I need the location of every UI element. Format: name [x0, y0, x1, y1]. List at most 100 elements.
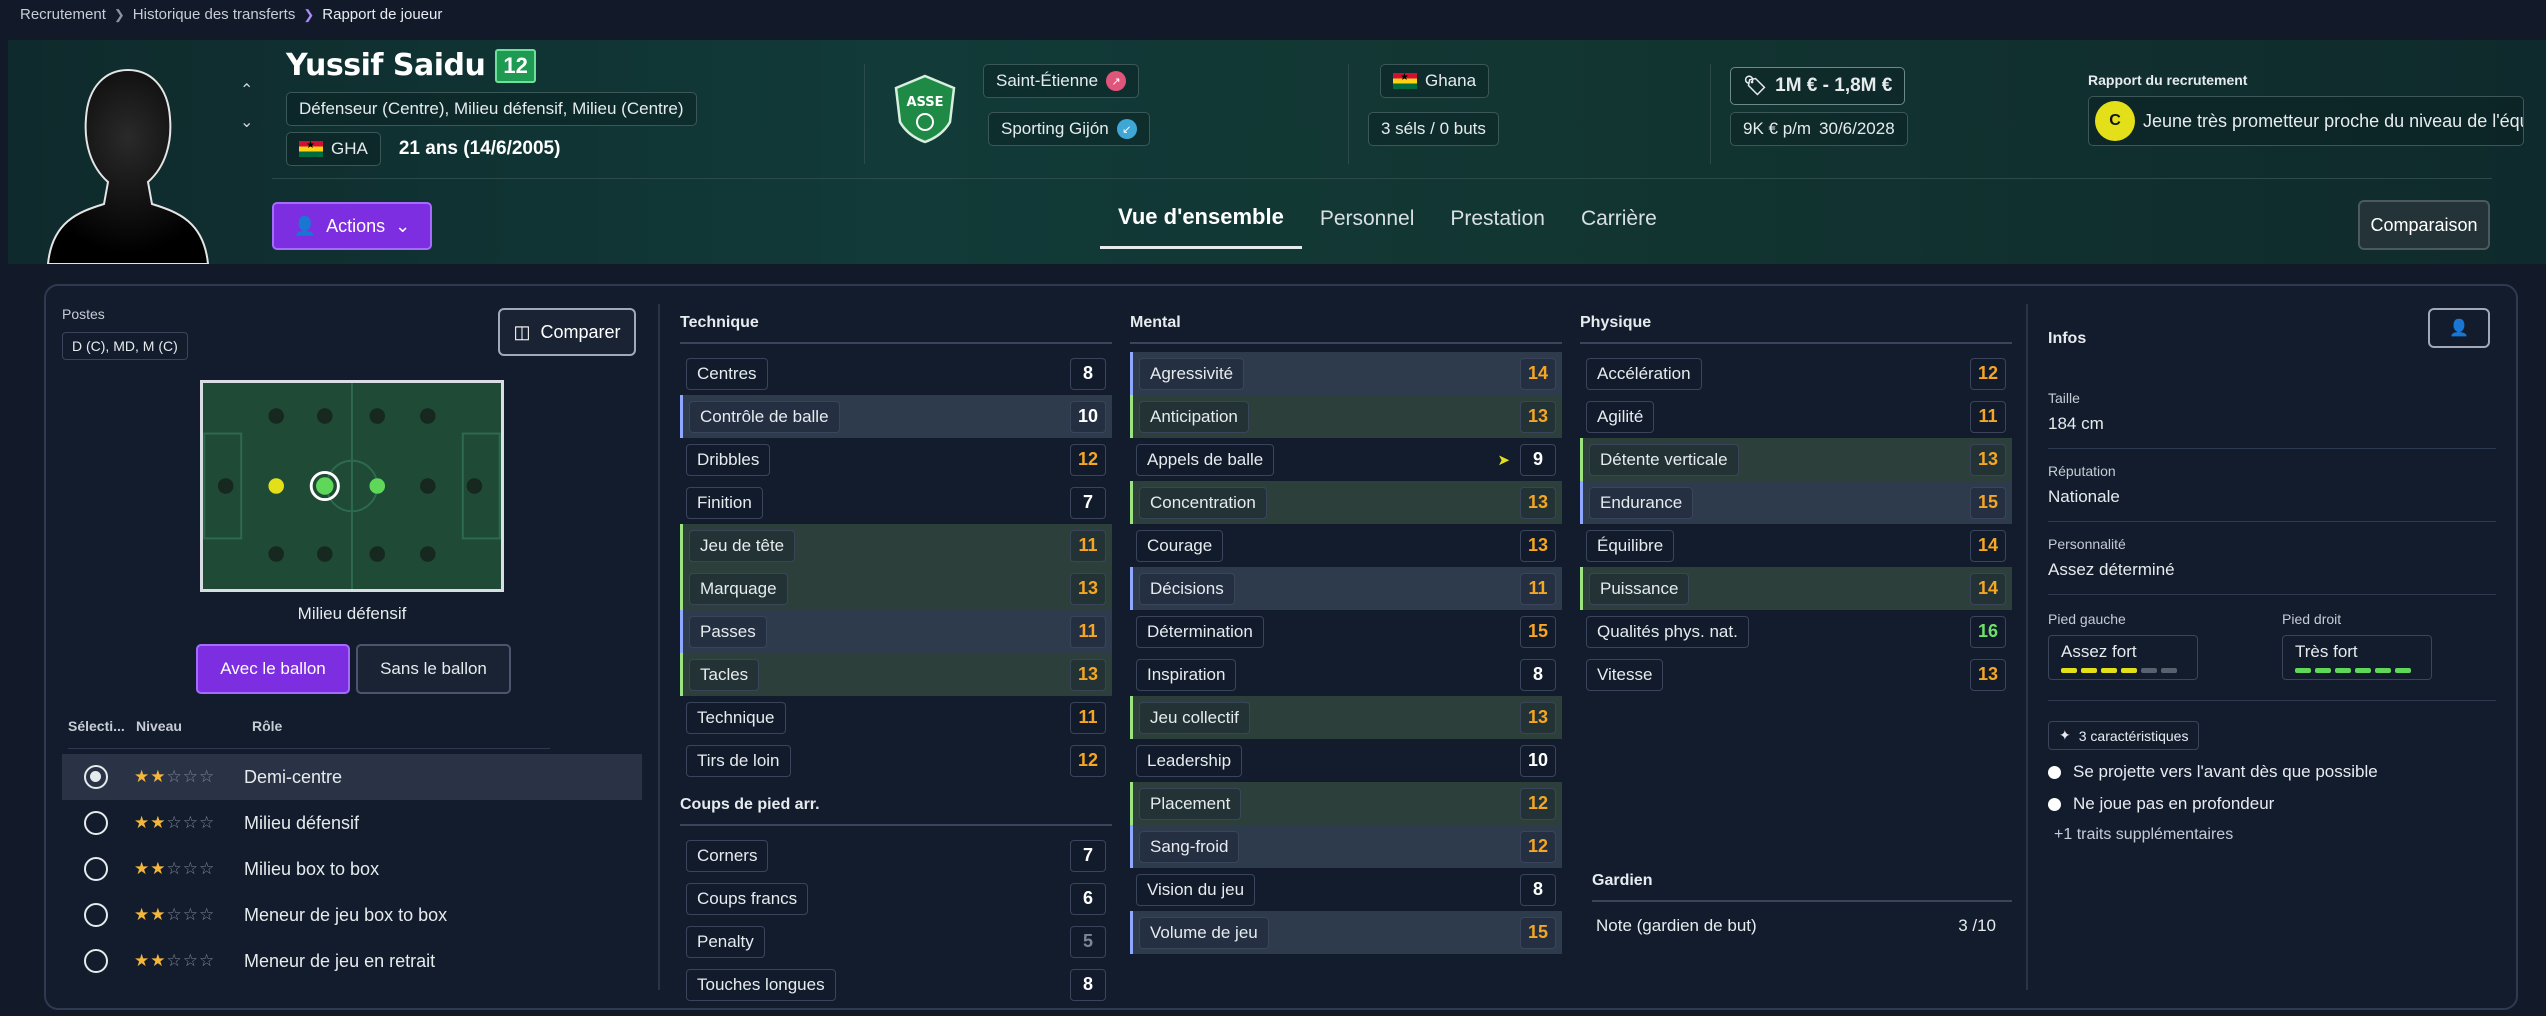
report-summary[interactable]: C Jeune très prometteur proche du niveau…	[2088, 96, 2524, 146]
attribute-value: 13	[1070, 572, 1106, 605]
attribute-value-wrap: 11	[1070, 701, 1106, 734]
left-foot-value: Assez fort	[2061, 642, 2137, 661]
attribute-value-wrap: 15	[1520, 615, 1556, 648]
contract-pill: 9K € p/m 30/6/2028	[1730, 112, 1908, 146]
nationality-row: GHA 21 ans (14/6/2005)	[286, 132, 560, 166]
attribute-value-wrap: 12	[1070, 744, 1106, 777]
star-icon: ★	[150, 951, 167, 970]
chevron-up-icon[interactable]: ⌃	[240, 82, 254, 99]
role-radio[interactable]	[84, 949, 108, 973]
attribute-name: Détente verticale	[1589, 443, 1739, 476]
attribute-name: Volume de jeu	[1139, 916, 1269, 949]
attribute-value-wrap: 13	[1070, 572, 1106, 605]
attribute-name: Équilibre	[1586, 529, 1675, 562]
more-traits-link[interactable]: +1 traits supplémentaires	[2054, 826, 2234, 843]
left-foot-box: Assez fort	[2048, 635, 2198, 680]
tab-overview[interactable]: Vue d'ensemble	[1100, 198, 1302, 249]
role-radio[interactable]	[84, 765, 108, 789]
breadcrumb-recrutement[interactable]: Recrutement	[20, 6, 106, 23]
goalkeeper-rating: Note (gardien de but) 3 /10	[1596, 916, 1996, 936]
bullet-icon	[2048, 765, 2061, 779]
attribute-value-wrap: 14	[1520, 357, 1556, 390]
infos-panel: Infos Taille 184 cm Réputation Nationale…	[2048, 330, 2496, 844]
country-pill[interactable]: Ghana	[1380, 64, 1490, 98]
attribute-value-wrap: 8	[1520, 873, 1556, 906]
loan-club-pill[interactable]: Sporting Gijón ↙	[988, 112, 1150, 146]
role-name: Demi-centre	[244, 766, 343, 787]
attribute-row: Anticipation 13	[1130, 395, 1562, 438]
attribute-value: 9	[1520, 443, 1556, 476]
attribute-value: 15	[1520, 615, 1556, 648]
right-foot-value: Très fort	[2295, 642, 2358, 661]
attribute-name: Puissance	[1589, 572, 1690, 605]
position-pitch[interactable]	[200, 380, 504, 592]
left-foot-label: Pied gauche	[2048, 611, 2126, 627]
role-row[interactable]: ★★☆☆☆ Meneur de jeu en retrait	[62, 938, 642, 984]
column-divider	[658, 304, 660, 990]
role-row[interactable]: ★★☆☆☆ Milieu défensif	[62, 800, 642, 846]
compare-button[interactable]: ◫ Comparer	[498, 308, 636, 356]
breadcrumb-rapport: Rapport de joueur	[322, 6, 443, 23]
role-radio[interactable]	[84, 903, 108, 927]
tab-personal[interactable]: Personnel	[1319, 206, 1415, 230]
star-icon: ☆	[199, 767, 216, 786]
attribute-value: 12	[1970, 357, 2006, 390]
height-label: Taille	[2048, 390, 2080, 406]
attribute-row: Penalty 5	[680, 920, 1112, 963]
chevron-down-icon[interactable]: ⌄	[240, 114, 254, 131]
attribute-value-wrap: 13	[1520, 529, 1556, 562]
chevron-right-icon: ❯	[113, 6, 125, 22]
current-club: Saint-Étienne	[996, 71, 1099, 90]
star-icon: ☆	[166, 951, 183, 970]
attribute-value: 11	[1970, 400, 2006, 433]
attribute-row: Sang-froid 12	[1130, 825, 1562, 868]
actions-button[interactable]: 👤 Actions ⌄	[272, 202, 432, 250]
foot-segment	[2061, 668, 2077, 673]
caps-pill: 3 séls / 0 buts	[1368, 112, 1499, 146]
breadcrumb: Recrutement ❯ Historique des transferts …	[20, 6, 442, 23]
report-text: Jeune très prometteur proche du niveau d…	[2143, 110, 2524, 131]
role-radio[interactable]	[84, 857, 108, 881]
goalkeeper-value: 3 /10	[1958, 916, 1996, 935]
traits-pill[interactable]: ✦ 3 caractéristiques	[2048, 721, 2200, 750]
tag-icon: 🏷	[1743, 76, 1768, 97]
star-icon: ☆	[199, 813, 216, 832]
attribute-row: Dribbles 12	[680, 438, 1112, 481]
right-foot: Pied droit Très fort	[2282, 611, 2432, 680]
star-icon: ☆	[199, 951, 216, 970]
postes-label: Postes	[62, 306, 105, 322]
foot-segment	[2295, 668, 2311, 673]
attribute-value: 6	[1070, 882, 1106, 915]
club-crest-icon[interactable]: ASSE	[894, 74, 956, 144]
personality-label: Personnalité	[2048, 536, 2126, 552]
attribute-row: Contrôle de balle 10	[680, 395, 1112, 438]
tab-performance[interactable]: Prestation	[1450, 206, 1545, 230]
attribute-value: 11	[1070, 615, 1106, 648]
personality-value: Assez déterminé	[2048, 560, 2175, 579]
person-icon: 👤	[293, 215, 317, 236]
attribute-value: 7	[1070, 839, 1106, 872]
with-ball-button[interactable]: Avec le ballon	[196, 644, 350, 694]
col-role: Rôle	[252, 718, 283, 734]
attribute-value-wrap: 11	[1970, 400, 2006, 433]
attribute-value: 12	[1070, 744, 1106, 777]
current-club-pill[interactable]: Saint-Étienne ↗	[983, 64, 1140, 98]
breadcrumb-historique[interactable]: Historique des transferts	[132, 6, 296, 23]
attribute-value-wrap: 13	[1520, 400, 1556, 433]
attribute-name: Corners	[686, 839, 769, 872]
role-row[interactable]: ★★☆☆☆ Milieu box to box	[62, 846, 642, 892]
role-row[interactable]: ★★☆☆☆ Meneur de jeu box to box	[62, 892, 642, 938]
role-row[interactable]: ★★☆☆☆ Demi-centre	[62, 754, 642, 800]
without-ball-button[interactable]: Sans le ballon	[356, 644, 511, 694]
role-radio[interactable]	[84, 811, 108, 835]
profile-settings-button[interactable]: 👤	[2428, 308, 2490, 348]
tab-career[interactable]: Carrière	[1580, 206, 1657, 230]
nationality-pill[interactable]: GHA	[286, 132, 381, 166]
chevron-right-icon: ❯	[303, 6, 315, 22]
foot-segment	[2141, 668, 2157, 673]
bullet-icon	[2048, 797, 2061, 811]
comparison-button[interactable]: Comparaison	[2358, 200, 2490, 250]
person-icon: 👤	[2449, 320, 2469, 337]
loan-in-icon: ↙	[1116, 119, 1137, 139]
physique-title: Physique	[1580, 314, 2012, 344]
